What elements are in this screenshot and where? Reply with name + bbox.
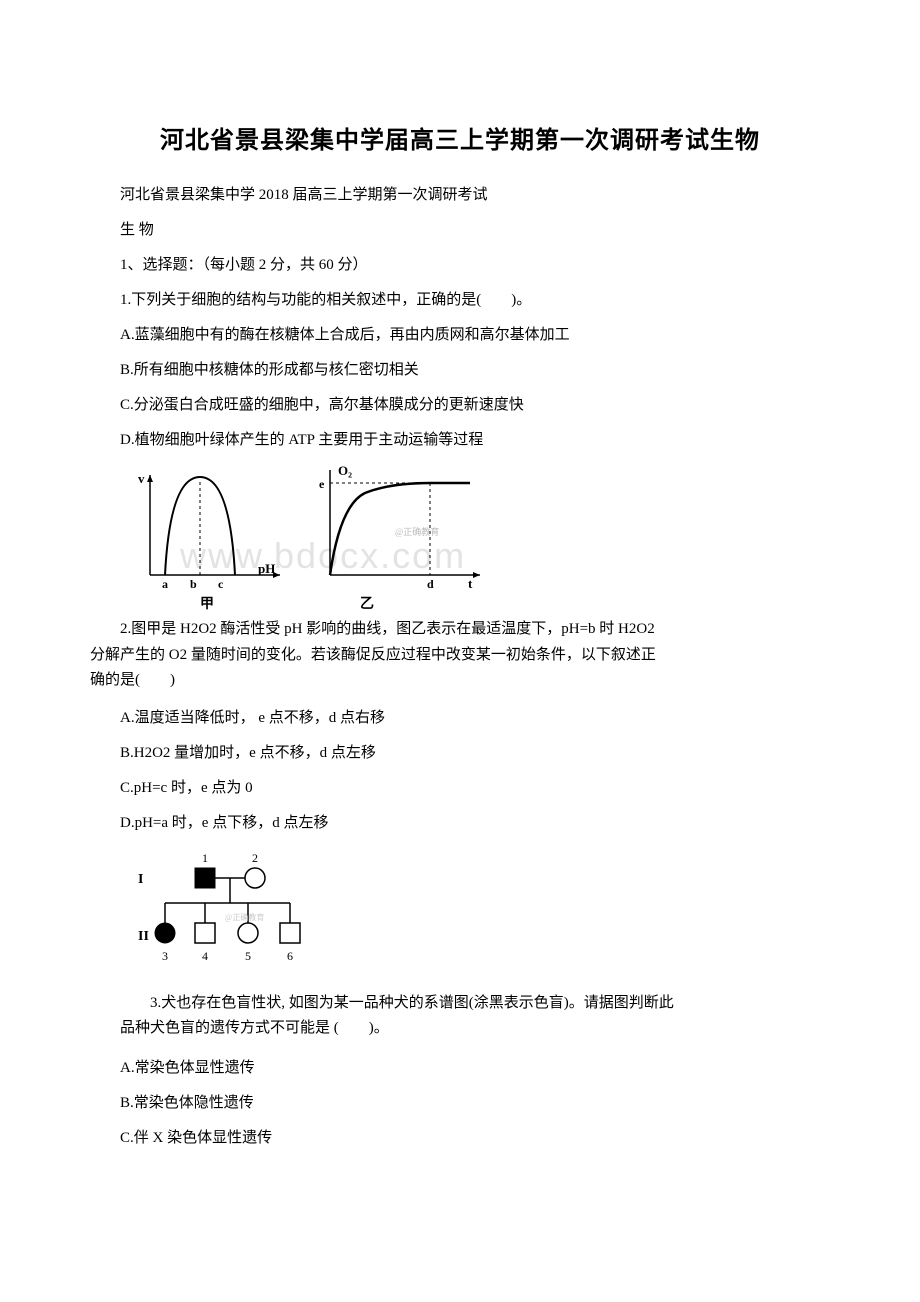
chart-yi-label: 乙: [360, 593, 374, 613]
q2-option-d: D.pH=a 时，e 点下移，d 点左移: [90, 807, 830, 840]
q3-stem: 3.犬也存在色盲性状, 如图为某一品种犬的系谱图(涂黑表示色盲)。请据图判断此 …: [90, 991, 830, 1042]
q2-stem-line2: 分解产生的 O2 量随时间的变化。若该酶促反应过程中改变某一初始条件，以下叙述正: [90, 643, 830, 669]
q3-stem-line1: 3.犬也存在色盲性状, 如图为某一品种犬的系谱图(涂黑表示色盲)。请据图判断此: [90, 991, 830, 1017]
svg-text:e: e: [319, 477, 325, 491]
pedigree-figure: I 1 2 II 3 4 5 6 @正确教育: [130, 848, 830, 983]
svg-text:@正确教育: @正确教育: [395, 526, 439, 537]
q1-stem: 1.下列关于细胞的结构与功能的相关叙述中，正确的是( )。: [90, 284, 830, 317]
q2-stem: 2.图甲是 H2O2 酶活性受 pH 影响的曲线，图乙表示在最适温度下，pH=b…: [90, 617, 830, 694]
svg-text:b: b: [190, 577, 197, 591]
q1-option-d: D.植物细胞叶绿体产生的 ATP 主要用于主动运输等过程: [90, 424, 830, 457]
q3-option-b: B.常染色体隐性遗传: [90, 1087, 830, 1120]
section-header: 1、选择题：（每小题 2 分，共 60 分）: [90, 249, 830, 282]
q1-option-a: A.蓝藻细胞中有的酶在核糖体上合成后，再由内质网和高尔基体加工: [90, 319, 830, 352]
subtitle: 河北省景县梁集中学 2018 届高三上学期第一次调研考试: [90, 179, 830, 212]
svg-text:3: 3: [162, 949, 168, 963]
svg-text:v: v: [138, 471, 145, 486]
svg-text:a: a: [162, 577, 168, 591]
figure-q2: www.bdocx.com v pH a b c 甲 O₂ t e d @正确教…: [130, 465, 830, 595]
q2-option-b: B.H2O2 量增加时，e 点不移，d 点左移: [90, 737, 830, 770]
svg-text:2: 2: [252, 851, 258, 865]
q3-stem-line2: 品种犬色盲的遗传方式不可能是 ( )。: [90, 1016, 830, 1042]
svg-text:1: 1: [202, 851, 208, 865]
q2-stem-line3: 确的是( ): [90, 668, 830, 694]
q3-option-c: C.伴 X 染色体显性遗传: [90, 1122, 830, 1155]
svg-text:II: II: [138, 929, 149, 944]
svg-text:d: d: [427, 577, 434, 591]
subject: 生 物: [90, 214, 830, 247]
chart-jia: v pH a b c: [130, 465, 290, 595]
q2-option-a: A.温度适当降低时， e 点不移，d 点右移: [90, 702, 830, 735]
q2-option-c: C.pH=c 时，e 点为 0: [90, 772, 830, 805]
svg-text:c: c: [218, 577, 224, 591]
svg-text:t: t: [468, 576, 473, 591]
svg-text:6: 6: [287, 949, 293, 963]
q3-option-a: A.常染色体显性遗传: [90, 1052, 830, 1085]
q1-option-c: C.分泌蛋白合成旺盛的细胞中，高尔基体膜成分的更新速度快: [90, 389, 830, 422]
svg-text:I: I: [138, 872, 143, 887]
svg-text:O₂: O₂: [338, 465, 352, 478]
svg-text:5: 5: [245, 949, 251, 963]
chart-yi: O₂ t e d @正确教育: [310, 465, 490, 595]
svg-text:pH: pH: [258, 561, 275, 576]
svg-text:@正确教育: @正确教育: [225, 912, 264, 922]
page-title: 河北省景县梁集中学届高三上学期第一次调研考试生物: [90, 120, 830, 155]
chart-jia-label: 甲: [200, 593, 214, 613]
q1-option-b: B.所有细胞中核糖体的形成都与核仁密切相关: [90, 354, 830, 387]
q2-stem-line1: 2.图甲是 H2O2 酶活性受 pH 影响的曲线，图乙表示在最适温度下，pH=b…: [90, 617, 830, 643]
svg-text:4: 4: [202, 949, 208, 963]
